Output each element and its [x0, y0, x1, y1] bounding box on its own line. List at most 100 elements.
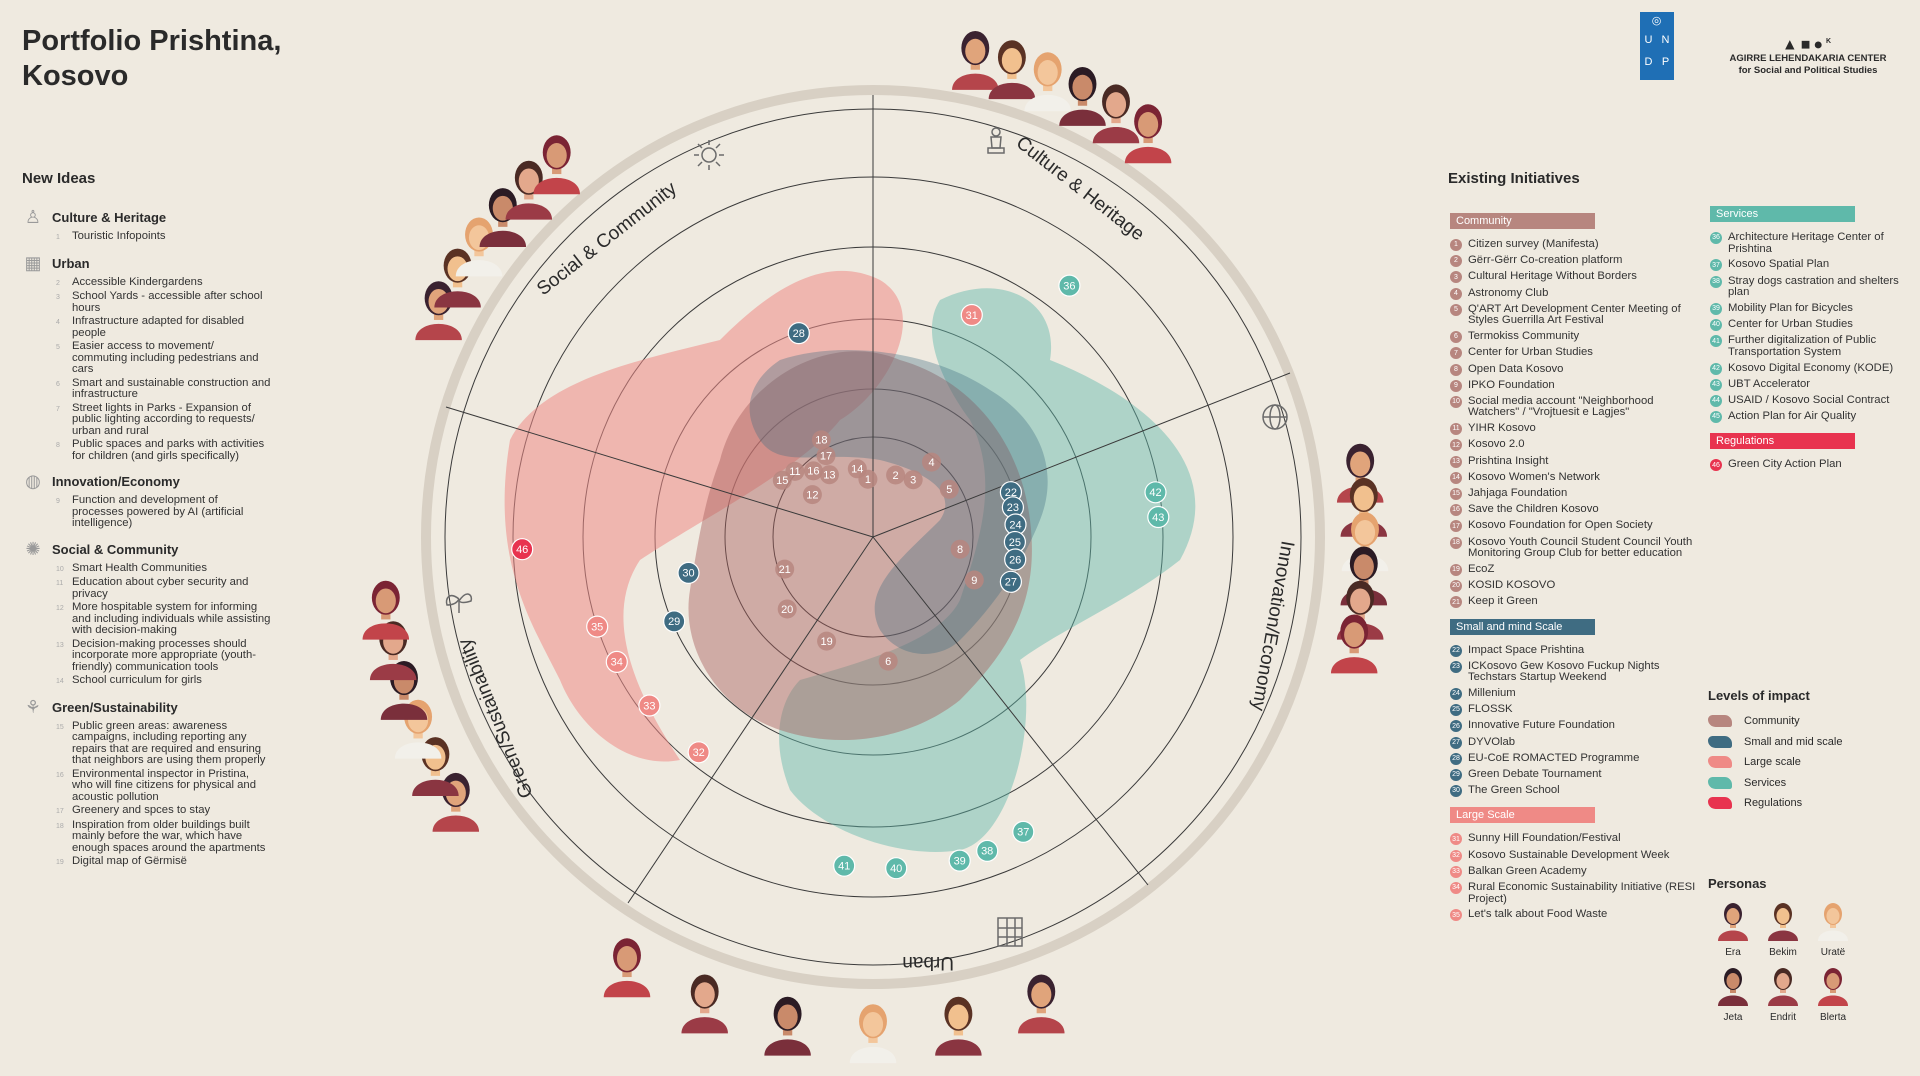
initiative-number: 39: [1710, 302, 1722, 315]
initiative-marker: 9: [964, 570, 984, 590]
initiative-marker-label: 38: [981, 846, 993, 858]
undp-letter: N: [1661, 34, 1670, 46]
level-label: Community: [1744, 715, 1800, 727]
idea-text: School Yards - accessible after school h…: [72, 290, 263, 314]
blob-services: [779, 288, 1196, 852]
initiative-marker-label: 25: [1009, 537, 1021, 549]
building-icon: ▦: [24, 252, 42, 273]
idea-item: 10 Smart Health Communities: [56, 562, 272, 576]
initiative-text: The Green School: [1468, 784, 1560, 797]
building-icon: [997, 917, 1023, 947]
initiative-item: 3 Cultural Heritage Without Borders: [1450, 271, 1698, 284]
persona-avatar: [1768, 903, 1798, 941]
persona-name: Endrit: [1769, 1012, 1797, 1023]
initiative-item: 25 FLOSSK: [1450, 703, 1698, 717]
initiative-text: ICKosovo Gew Kosovo Fuckup Nights Techst…: [1468, 659, 1660, 684]
initiative-text: Impact Space Prishtina: [1468, 643, 1585, 656]
initiative-number: 33: [1450, 865, 1462, 878]
initiative-marker-label: 12: [806, 489, 818, 501]
personas-legend: Personas Era Bekim Uratë Jeta Endrit Blerta: [1708, 876, 1908, 1023]
persona-figure: [935, 996, 982, 1056]
initiative-item: 13 Prishtina Insight: [1450, 455, 1698, 468]
initiative-item: 31 Sunny Hill Foundation/Festival: [1450, 833, 1698, 846]
initiative-item: 38 Stray dogs castration and shelters pla…: [1710, 274, 1908, 299]
initiative-item: 4 Astronomy Club: [1450, 287, 1698, 300]
agirre-logo: ▲■●K AGIRRE LEHENDAKARIA CENTER for Soci…: [1708, 36, 1908, 77]
initiative-number: 29: [1450, 769, 1462, 781]
initiative-number: 30: [1450, 785, 1462, 798]
initiative-number: 13: [1450, 455, 1462, 468]
initiative-number: 10: [1450, 395, 1462, 408]
initiative-item: 21 Keep it Green: [1450, 596, 1698, 609]
initiative-marker: 14: [847, 459, 867, 479]
idea-item: 18 Inspiration from older buildings built…: [56, 819, 272, 855]
idea-item: 15 Public green areas: awareness campaign…: [56, 720, 272, 767]
initiative-text: Save the Children Kosovo: [1468, 503, 1599, 516]
initiative-number: 16: [1450, 504, 1462, 517]
initiative-marker-label: 41: [838, 861, 850, 873]
persona-item: Era: [1708, 903, 1758, 958]
idea-number: 18: [56, 822, 64, 830]
initiative-number: 15: [1450, 488, 1462, 500]
initiative-marker: 24: [1004, 513, 1027, 536]
persona-figure: [1024, 52, 1071, 112]
persona-avatar: [1718, 968, 1748, 1006]
personas-heading: Personas: [1708, 876, 1767, 891]
idea-text: Smart and sustainable construction and i…: [72, 376, 271, 400]
initiative-marker: 43: [1147, 505, 1170, 529]
initiative-text: Further digitalization of Public Transpo…: [1728, 334, 1877, 358]
initiative-marker-label: 16: [807, 466, 819, 478]
initiative-item: 11 YIHR Kosovo: [1450, 422, 1698, 436]
persona-figure: [1092, 84, 1140, 144]
level-swatch: [1708, 797, 1732, 809]
persona-name: Bekim: [1769, 947, 1797, 958]
initiative-item: 40 Center for Urban Studies: [1710, 318, 1908, 332]
initiative-group-header: Small and mind Scale: [1450, 618, 1595, 635]
initiative-marker: 35: [586, 615, 609, 638]
initiative-text: Stray dogs castration and shelters plan: [1728, 274, 1899, 299]
initiative-item: 12 Kosovo 2.0: [1450, 439, 1698, 452]
initiative-text: Mobility Plan for Bicycles: [1728, 301, 1853, 314]
initiative-text: Kosovo Youth Council Student Council You…: [1468, 535, 1693, 560]
initiative-number: 42: [1710, 362, 1722, 375]
persona-avatar: [1818, 903, 1848, 941]
initiative-marker: 42: [1144, 481, 1167, 504]
initiative-groups-right: Services 36 Architecture Heritage Center o…: [1708, 200, 1908, 476]
initiative-item: 26 Innovative Future Foundation: [1450, 720, 1698, 733]
idea-number: 17: [56, 808, 64, 815]
initiative-marker: 20: [777, 599, 797, 619]
initiative-number: 27: [1450, 736, 1462, 749]
persona-figure: [434, 248, 481, 308]
idea-text: Accessible Kindergardens: [72, 275, 203, 288]
initiative-item: 30 The Green School: [1450, 784, 1698, 798]
initiative-marker: 8: [950, 539, 970, 559]
initiative-number: 2: [1450, 255, 1462, 268]
initiative-number: 38: [1710, 275, 1722, 288]
persona-figure: [415, 281, 462, 341]
persona-avatar: [1818, 968, 1848, 1006]
idea-text: Environmental inspector in Pristina, who…: [72, 767, 256, 803]
persona-figure: [681, 974, 728, 1034]
idea-text: Touristic Infopoints: [72, 230, 166, 242]
initiative-number: 45: [1710, 411, 1722, 424]
idea-item: 16 Environmental inspector in Pristina, w…: [56, 767, 272, 804]
initiative-number: 21: [1450, 596, 1462, 609]
initiative-marker: 46: [511, 538, 534, 561]
initiative-item: 37 Kosovo Spatial Plan: [1710, 259, 1908, 272]
initiative-text: Kosovo Foundation for Open Society: [1468, 519, 1653, 532]
initiative-marker: 21: [775, 559, 795, 579]
idea-item: 1 Touristic Infopoints: [56, 230, 272, 244]
initiative-marker: 18: [811, 430, 831, 450]
idea-number: 2: [56, 279, 60, 287]
persona-figure: [362, 580, 410, 640]
initiative-item: 9 IPKO Foundation: [1450, 379, 1698, 392]
un-emblem-icon: ◎: [1651, 15, 1662, 27]
undp-letter: D: [1644, 56, 1653, 68]
initiative-marker: 40: [885, 857, 908, 880]
initiative-group-header: Regulations: [1710, 433, 1855, 450]
idea-item: 11 Education about cyber security and pri…: [56, 576, 272, 600]
blob-large-scale: [504, 270, 903, 762]
initiative-marker: 31: [960, 303, 983, 327]
initiative-text: USAID / Kosovo Social Contract: [1728, 394, 1890, 407]
initiative-marker: 27: [999, 570, 1023, 593]
